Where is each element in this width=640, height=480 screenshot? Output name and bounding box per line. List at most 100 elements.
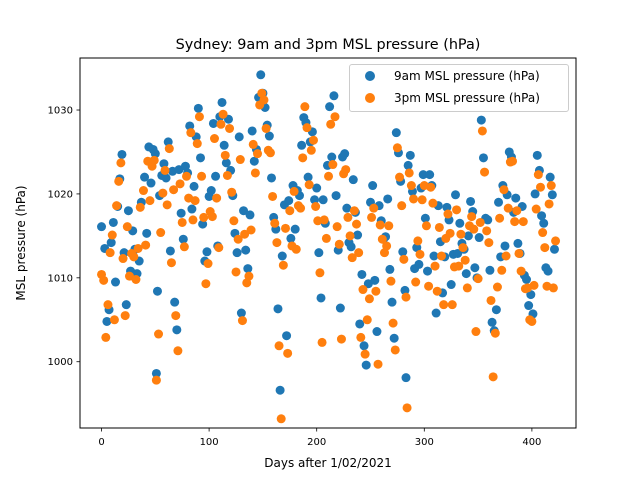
scatter-point-3pm-60 xyxy=(227,187,237,197)
scatter-point-3pm-54 xyxy=(214,243,224,253)
scatter-point-9am-171 xyxy=(463,231,473,241)
scatter-point-3pm-106 xyxy=(326,119,336,129)
scatter-point-3pm-143 xyxy=(404,168,414,178)
scatter-point-3pm-103 xyxy=(319,215,329,225)
scatter-point-9am-108 xyxy=(329,91,339,101)
scatter-point-3pm-151 xyxy=(421,221,431,231)
scatter-point-3pm-7 xyxy=(112,201,122,211)
scatter-point-9am-134 xyxy=(385,264,395,274)
scatter-point-9am-100 xyxy=(312,183,322,193)
scatter-point-3pm-10 xyxy=(118,254,128,264)
scatter-point-9am-199 xyxy=(524,301,534,311)
scatter-point-3pm-35 xyxy=(173,346,183,356)
scatter-point-3pm-20 xyxy=(141,240,151,250)
scatter-point-9am-203 xyxy=(532,150,542,160)
scatter-point-9am-25 xyxy=(151,368,161,378)
scatter-point-3pm-174 xyxy=(471,327,481,337)
scatter-point-3pm-182 xyxy=(488,372,498,382)
scatter-point-9am-200 xyxy=(526,290,536,300)
scatter-point-3pm-165 xyxy=(452,205,462,215)
scatter-point-9am-174 xyxy=(470,263,480,273)
scatter-point-3pm-116 xyxy=(347,253,357,263)
scatter-point-3pm-144 xyxy=(406,181,416,191)
legend-marker-3pm xyxy=(365,93,375,103)
scatter-point-3pm-16 xyxy=(131,275,141,284)
scatter-point-3pm-168 xyxy=(458,243,468,253)
scatter-point-9am-32 xyxy=(165,246,175,256)
scatter-point-3pm-163 xyxy=(447,300,457,310)
scatter-point-3pm-126 xyxy=(369,203,379,213)
scatter-point-3pm-203 xyxy=(533,170,543,180)
scatter-point-3pm-43 xyxy=(190,196,200,206)
scatter-point-9am-47 xyxy=(198,219,208,229)
scatter-point-3pm-119 xyxy=(354,248,364,258)
scatter-point-3pm-204 xyxy=(535,182,545,192)
scatter-point-3pm-132 xyxy=(382,241,392,251)
scatter-point-3pm-117 xyxy=(349,206,359,216)
scatter-point-9am-148 xyxy=(414,259,424,269)
scatter-point-3pm-166 xyxy=(454,261,464,271)
scatter-point-3pm-148 xyxy=(415,249,425,259)
scatter-point-9am-26 xyxy=(152,286,162,296)
scatter-point-9am-119 xyxy=(353,230,363,240)
scatter-point-3pm-41 xyxy=(186,128,196,138)
scatter-point-3pm-154 xyxy=(428,198,438,208)
scatter-point-3pm-184 xyxy=(492,282,502,292)
scatter-point-9am-180 xyxy=(483,215,493,225)
scatter-point-9am-123 xyxy=(361,360,371,370)
scatter-point-9am-107 xyxy=(327,152,337,162)
scatter-point-9am-165 xyxy=(451,190,460,200)
scatter-point-9am-46 xyxy=(196,153,205,163)
scatter-point-3pm-129 xyxy=(375,220,385,230)
scatter-point-3pm-136 xyxy=(390,345,400,355)
scatter-point-3pm-115 xyxy=(345,231,355,241)
scatter-point-3pm-45 xyxy=(194,112,204,122)
scatter-point-3pm-79 xyxy=(268,191,278,201)
scatter-point-3pm-6 xyxy=(109,315,119,325)
x-tick-label-1: 100 xyxy=(200,437,219,448)
scatter-point-9am-136 xyxy=(389,333,399,343)
scatter-point-3pm-209 xyxy=(546,181,556,191)
scatter-point-3pm-85 xyxy=(281,223,290,233)
scatter-point-3pm-69 xyxy=(246,225,256,235)
scatter-point-3pm-142 xyxy=(402,403,412,413)
scatter-point-3pm-39 xyxy=(182,171,192,181)
scatter-point-3pm-123 xyxy=(362,315,372,325)
scatter-point-3pm-37 xyxy=(177,217,187,227)
scatter-point-3pm-193 xyxy=(512,206,522,216)
scatter-point-3pm-189 xyxy=(503,203,513,213)
scatter-point-9am-45 xyxy=(193,103,203,113)
scatter-point-3pm-15 xyxy=(129,252,139,262)
scatter-point-3pm-27 xyxy=(156,228,166,238)
scatter-point-9am-102 xyxy=(316,293,326,303)
scatter-point-3pm-48 xyxy=(201,279,211,289)
scatter-point-3pm-177 xyxy=(477,126,487,136)
scatter-point-9am-93 xyxy=(297,140,307,150)
scatter-point-9am-56 xyxy=(217,97,227,107)
scatter-point-9am-78 xyxy=(264,131,274,141)
scatter-point-3pm-200 xyxy=(527,316,537,326)
scatter-point-9am-194 xyxy=(513,238,523,248)
scatter-point-9am-34 xyxy=(170,297,180,307)
scatter-point-3pm-187 xyxy=(499,185,509,195)
scatter-point-3pm-206 xyxy=(540,243,550,253)
scatter-point-9am-19 xyxy=(140,172,150,182)
scatter-point-9am-206 xyxy=(539,218,549,228)
scatter-point-9am-11 xyxy=(121,300,131,310)
x-tick-label-0: 0 xyxy=(98,437,104,448)
scatter-point-9am-86 xyxy=(282,331,292,341)
scatter-point-9am-83 xyxy=(275,385,285,395)
scatter-point-9am-68 xyxy=(243,264,253,274)
scatter-point-3pm-76 xyxy=(261,123,271,133)
scatter-point-3pm-19 xyxy=(138,186,148,196)
scatter-point-3pm-140 xyxy=(399,254,409,264)
scatter-point-9am-184 xyxy=(491,305,501,315)
scatter-point-9am-71 xyxy=(249,156,259,166)
scatter-point-3pm-68 xyxy=(244,271,254,281)
scatter-point-3pm-188 xyxy=(501,251,511,261)
scatter-point-3pm-114 xyxy=(343,212,353,222)
scatter-point-3pm-89 xyxy=(289,186,299,196)
scatter-point-3pm-107 xyxy=(328,160,338,170)
scatter-point-3pm-145 xyxy=(409,194,419,204)
